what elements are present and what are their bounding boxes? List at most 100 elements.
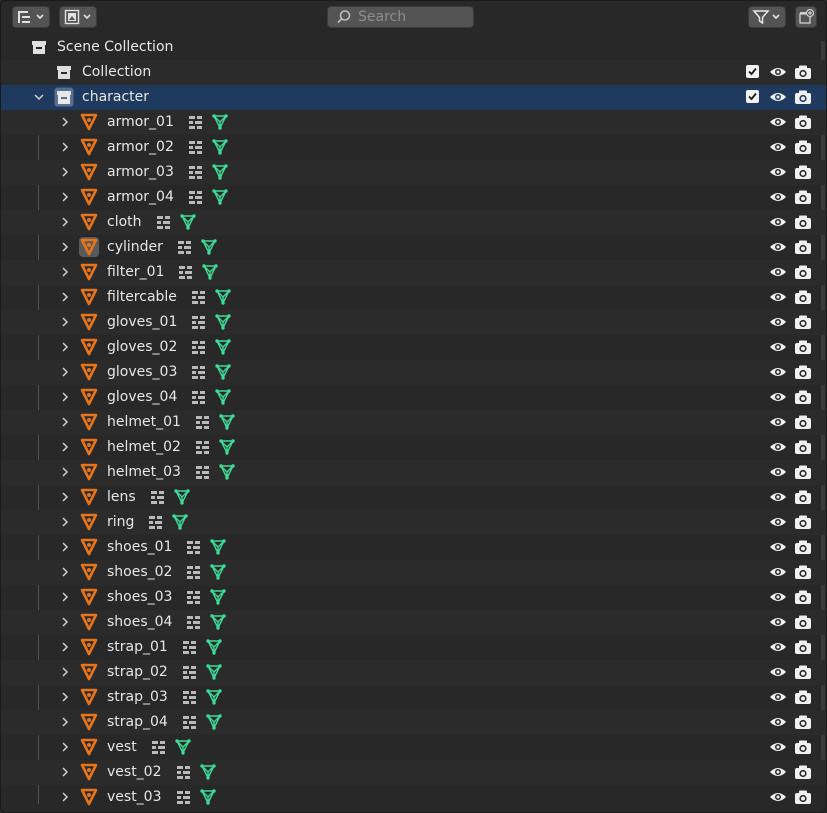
camera-icon[interactable] bbox=[794, 664, 812, 680]
object-row[interactable]: vest_03 bbox=[1, 785, 826, 810]
chevron-right-icon[interactable] bbox=[59, 216, 71, 228]
camera-icon[interactable] bbox=[794, 764, 812, 780]
camera-icon[interactable] bbox=[794, 564, 812, 580]
camera-icon[interactable] bbox=[794, 189, 812, 205]
object-row[interactable]: shoes_02 bbox=[1, 560, 826, 585]
chevron-right-icon[interactable] bbox=[59, 466, 71, 478]
object-row[interactable]: gloves_04 bbox=[1, 385, 826, 410]
eye-icon[interactable] bbox=[769, 290, 787, 304]
eye-icon[interactable] bbox=[769, 115, 787, 129]
object-row[interactable]: helmet_02 bbox=[1, 435, 826, 460]
eye-icon[interactable] bbox=[769, 440, 787, 454]
camera-icon[interactable] bbox=[794, 439, 812, 455]
mesh-data-icon[interactable] bbox=[209, 563, 227, 581]
object-row[interactable]: cylinder bbox=[1, 235, 826, 260]
camera-icon[interactable] bbox=[794, 614, 812, 630]
camera-icon[interactable] bbox=[794, 414, 812, 430]
object-row[interactable]: armor_04 bbox=[1, 185, 826, 210]
modifier-icon[interactable] bbox=[176, 765, 192, 781]
chevron-right-icon[interactable] bbox=[59, 366, 71, 378]
object-row[interactable]: filtercable bbox=[1, 285, 826, 310]
chevron-right-icon[interactable] bbox=[59, 391, 71, 403]
eye-icon[interactable] bbox=[769, 90, 787, 104]
chevron-down-icon[interactable] bbox=[33, 91, 45, 103]
eye-icon[interactable] bbox=[769, 715, 787, 729]
mesh-data-icon[interactable] bbox=[211, 188, 229, 206]
modifier-icon[interactable] bbox=[156, 215, 172, 231]
object-row[interactable]: helmet_03 bbox=[1, 460, 826, 485]
filter-button[interactable] bbox=[748, 6, 786, 28]
chevron-right-icon[interactable] bbox=[59, 641, 71, 653]
object-row[interactable]: lens bbox=[1, 485, 826, 510]
camera-icon[interactable] bbox=[794, 239, 812, 255]
eye-icon[interactable] bbox=[769, 765, 787, 779]
object-row[interactable]: strap_01 bbox=[1, 635, 826, 660]
mesh-data-icon[interactable] bbox=[209, 538, 227, 556]
modifier-icon[interactable] bbox=[195, 415, 211, 431]
collection-row[interactable]: Collection bbox=[1, 60, 826, 85]
camera-icon[interactable] bbox=[794, 789, 812, 805]
chevron-right-icon[interactable] bbox=[59, 341, 71, 353]
camera-icon[interactable] bbox=[794, 364, 812, 380]
camera-icon[interactable] bbox=[794, 89, 812, 105]
modifier-icon[interactable] bbox=[178, 265, 194, 281]
display-mode-button[interactable] bbox=[12, 6, 50, 28]
modifier-icon[interactable] bbox=[182, 715, 198, 731]
mesh-data-icon[interactable] bbox=[199, 788, 217, 806]
modifier-icon[interactable] bbox=[182, 640, 198, 656]
mesh-data-icon[interactable] bbox=[211, 163, 229, 181]
exclude-checkbox[interactable] bbox=[746, 90, 759, 103]
camera-icon[interactable] bbox=[794, 464, 812, 480]
mesh-data-icon[interactable] bbox=[171, 513, 189, 531]
chevron-right-icon[interactable] bbox=[59, 541, 71, 553]
object-row[interactable]: strap_04 bbox=[1, 710, 826, 735]
scrollbar[interactable] bbox=[821, 41, 825, 761]
camera-icon[interactable] bbox=[794, 714, 812, 730]
mesh-data-icon[interactable] bbox=[211, 113, 229, 131]
mesh-data-icon[interactable] bbox=[199, 763, 217, 781]
modifier-icon[interactable] bbox=[188, 115, 204, 131]
modifier-icon[interactable] bbox=[150, 490, 166, 506]
eye-icon[interactable] bbox=[769, 365, 787, 379]
eye-icon[interactable] bbox=[769, 640, 787, 654]
modifier-icon[interactable] bbox=[191, 340, 207, 356]
camera-icon[interactable] bbox=[794, 139, 812, 155]
chevron-right-icon[interactable] bbox=[59, 741, 71, 753]
mesh-data-icon[interactable] bbox=[209, 613, 227, 631]
camera-icon[interactable] bbox=[794, 314, 812, 330]
eye-icon[interactable] bbox=[769, 240, 787, 254]
eye-icon[interactable] bbox=[769, 615, 787, 629]
eye-icon[interactable] bbox=[769, 415, 787, 429]
mesh-data-icon[interactable] bbox=[218, 413, 236, 431]
modifier-icon[interactable] bbox=[188, 140, 204, 156]
object-row[interactable]: gloves_03 bbox=[1, 360, 826, 385]
mesh-data-icon[interactable] bbox=[173, 488, 191, 506]
camera-icon[interactable] bbox=[794, 589, 812, 605]
search-field[interactable] bbox=[327, 6, 474, 28]
chevron-right-icon[interactable] bbox=[59, 766, 71, 778]
eye-icon[interactable] bbox=[769, 140, 787, 154]
object-row[interactable]: cloth bbox=[1, 210, 826, 235]
object-row[interactable]: shoes_04 bbox=[1, 610, 826, 635]
object-row[interactable]: shoes_03 bbox=[1, 585, 826, 610]
chevron-right-icon[interactable] bbox=[59, 666, 71, 678]
object-row[interactable]: vest_02 bbox=[1, 760, 826, 785]
modifier-icon[interactable] bbox=[177, 240, 193, 256]
chevron-right-icon[interactable] bbox=[59, 616, 71, 628]
exclude-checkbox[interactable] bbox=[746, 65, 759, 78]
eye-icon[interactable] bbox=[769, 390, 787, 404]
camera-icon[interactable] bbox=[794, 639, 812, 655]
mesh-data-icon[interactable] bbox=[201, 263, 219, 281]
object-row[interactable]: armor_03 bbox=[1, 160, 826, 185]
object-row[interactable]: vest bbox=[1, 735, 826, 760]
chevron-right-icon[interactable] bbox=[59, 166, 71, 178]
camera-icon[interactable] bbox=[794, 289, 812, 305]
mesh-data-icon[interactable] bbox=[211, 138, 229, 156]
object-row[interactable]: ring bbox=[1, 510, 826, 535]
chevron-right-icon[interactable] bbox=[59, 116, 71, 128]
modifier-icon[interactable] bbox=[191, 290, 207, 306]
chevron-right-icon[interactable] bbox=[59, 591, 71, 603]
mesh-data-icon[interactable] bbox=[214, 313, 232, 331]
modifier-icon[interactable] bbox=[186, 565, 202, 581]
object-row[interactable]: armor_02 bbox=[1, 135, 826, 160]
